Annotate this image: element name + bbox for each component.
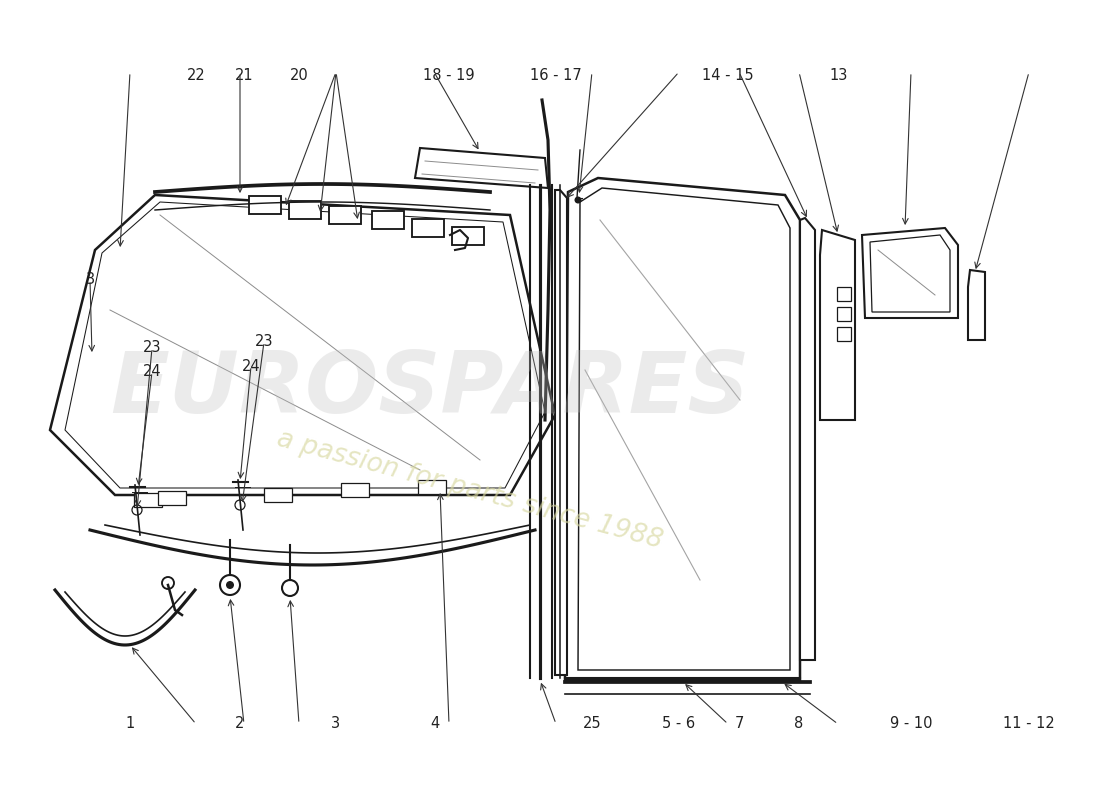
Bar <box>329 206 361 224</box>
Text: 22: 22 <box>186 69 206 83</box>
Text: 8: 8 <box>794 717 803 731</box>
Bar <box>289 201 321 219</box>
Polygon shape <box>556 190 566 675</box>
Bar <box>158 491 186 505</box>
Bar <box>412 219 444 237</box>
Text: 23: 23 <box>255 334 273 349</box>
Bar <box>837 327 851 341</box>
Text: 25: 25 <box>583 717 601 731</box>
Bar <box>249 196 280 214</box>
Text: 9 - 10: 9 - 10 <box>890 717 932 731</box>
Polygon shape <box>415 148 548 188</box>
Text: 5 - 6: 5 - 6 <box>662 717 695 731</box>
Text: 13: 13 <box>829 69 847 83</box>
Text: 3: 3 <box>86 273 95 287</box>
Text: 14 - 15: 14 - 15 <box>703 69 754 83</box>
Text: 24: 24 <box>143 365 161 379</box>
Text: EUROSPARES: EUROSPARES <box>110 349 750 431</box>
Text: 20: 20 <box>289 69 309 83</box>
Text: 24: 24 <box>242 359 260 374</box>
Circle shape <box>574 197 582 203</box>
Text: 11 - 12: 11 - 12 <box>1002 717 1055 731</box>
Polygon shape <box>565 178 800 680</box>
Polygon shape <box>862 228 958 318</box>
Text: 2: 2 <box>235 717 244 731</box>
Bar <box>452 227 484 245</box>
Text: 23: 23 <box>143 341 161 355</box>
Bar <box>837 287 851 301</box>
Bar <box>418 480 446 494</box>
Text: 3: 3 <box>331 717 340 731</box>
Bar <box>264 488 292 502</box>
Circle shape <box>226 581 234 589</box>
Text: 16 - 17: 16 - 17 <box>529 69 582 83</box>
Polygon shape <box>820 230 855 420</box>
Polygon shape <box>968 270 984 340</box>
Bar <box>341 483 368 497</box>
Bar <box>134 493 162 507</box>
Text: 21: 21 <box>235 69 253 83</box>
Bar <box>837 307 851 321</box>
Bar <box>372 211 404 229</box>
Text: 1: 1 <box>125 717 134 731</box>
Text: a passion for parts since 1988: a passion for parts since 1988 <box>274 426 666 554</box>
Text: 4: 4 <box>430 717 439 731</box>
Text: 7: 7 <box>735 717 744 731</box>
Text: 18 - 19: 18 - 19 <box>424 69 474 83</box>
Polygon shape <box>800 218 815 660</box>
